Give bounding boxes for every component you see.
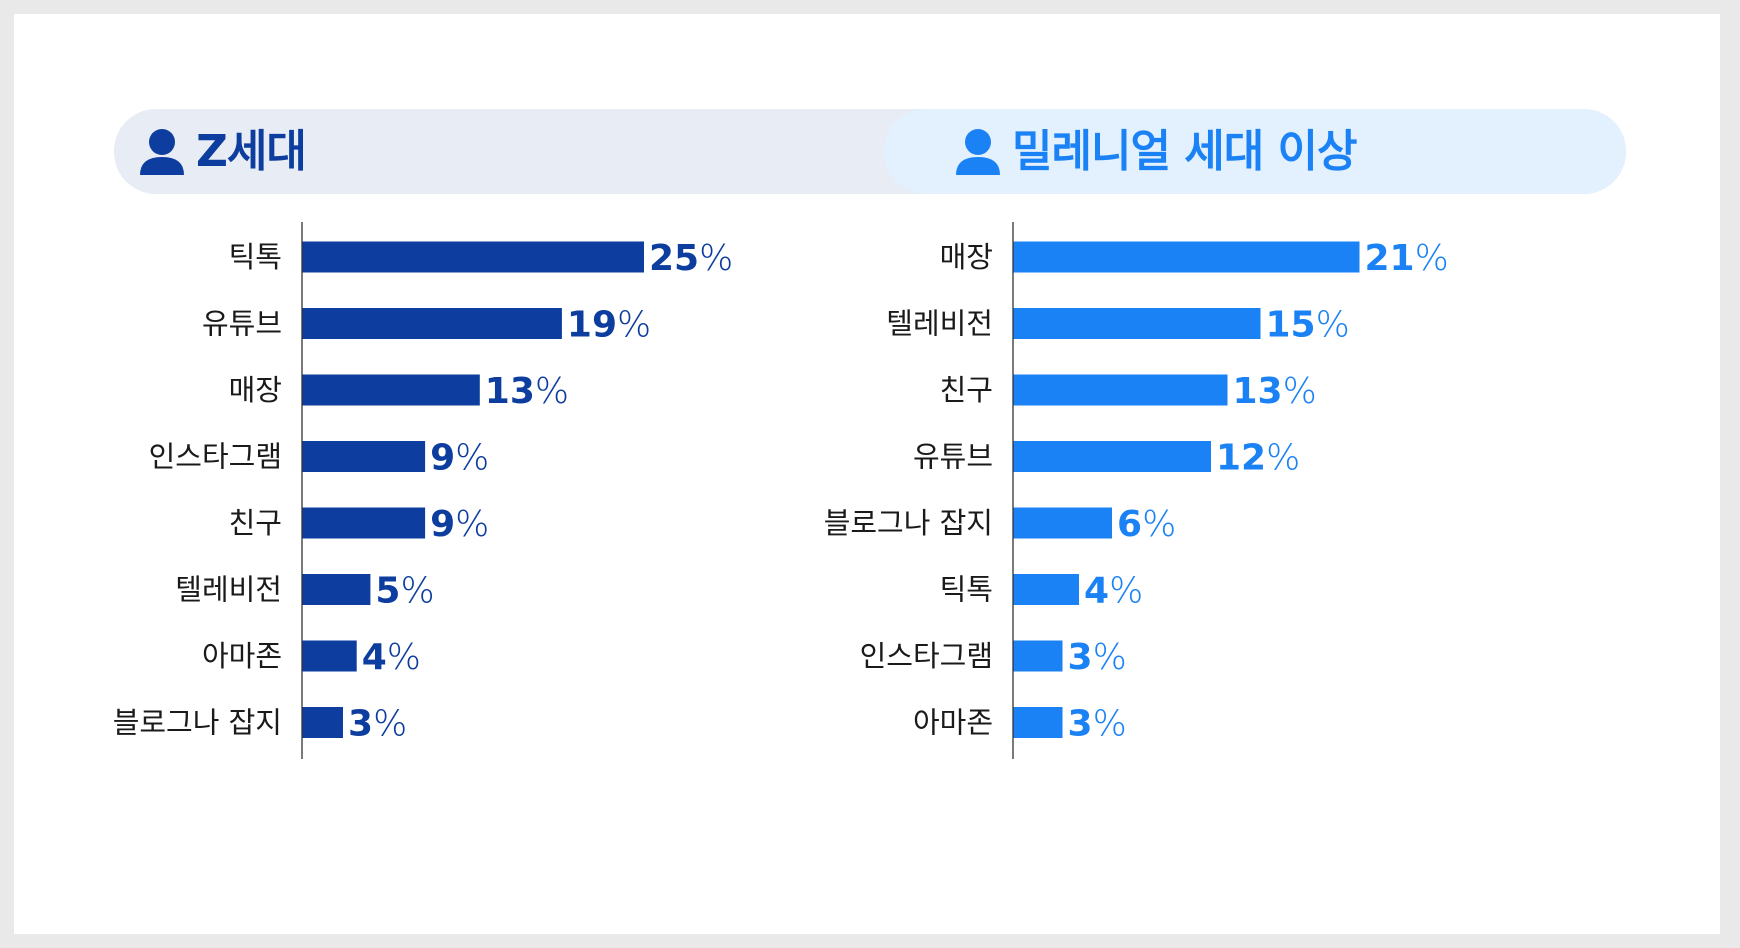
zgen-value-label: 19% xyxy=(567,305,651,346)
millennial-category-label: 인스타그램 xyxy=(860,639,993,673)
zgen-bar xyxy=(302,574,371,605)
millennial-title: 밀레니얼 세대 이상 xyxy=(1012,125,1357,177)
zgen-bar xyxy=(302,241,644,273)
zgen-category-label: 아마존 xyxy=(202,639,282,673)
zgen-bar xyxy=(302,507,426,539)
zgen-value-label: 4% xyxy=(362,637,421,678)
zgen-bar xyxy=(302,441,426,472)
zgen-value-label: 13% xyxy=(485,371,569,412)
person-icon-head xyxy=(965,128,991,155)
millennial-value-label: 3% xyxy=(1068,637,1127,678)
millennial-header-background xyxy=(884,109,1626,194)
millennial-category-label: 매장 xyxy=(940,240,993,274)
millennial-category-label: 아마존 xyxy=(913,706,993,740)
millennial-value-label: 15% xyxy=(1266,305,1350,346)
millennial-value-label: 12% xyxy=(1216,438,1300,479)
zgen-bar xyxy=(302,640,357,672)
millennial-category-label: 블로그나 잡지 xyxy=(824,506,993,540)
zgen-value-label: 25% xyxy=(649,238,733,279)
zgen-value-label: 3% xyxy=(348,704,407,745)
zgen-category-label: 친구 xyxy=(229,506,282,540)
millennial-value-label: 4% xyxy=(1084,571,1143,612)
millennial-bar xyxy=(1013,640,1063,672)
zgen-value-label: 5% xyxy=(375,571,434,612)
millennial-bar xyxy=(1013,308,1261,339)
person-icon-body xyxy=(140,156,184,175)
millennial-value-label: 6% xyxy=(1117,504,1176,545)
millennial-value-label: 13% xyxy=(1233,371,1317,412)
millennial-bar xyxy=(1013,707,1063,738)
zgen-category-label: 인스타그램 xyxy=(149,440,282,474)
millennial-bar xyxy=(1013,574,1079,605)
chart-card: Z세대 밀레니얼 세대 이상 틱톡 25% 유튜브 19% 매장 13% 인스타그램 9% 친구… xyxy=(14,14,1720,934)
millennial-category-label: 틱톡 xyxy=(940,573,993,607)
zgen-header: Z세대 xyxy=(138,109,307,194)
person-icon xyxy=(140,128,184,175)
zgen-category-label: 텔레비전 xyxy=(175,573,282,607)
millennial-bar-chart: 매장 21% 텔레비전 15% 친구 13% 유튜브 12% 블로그나 잡지 6% 틱톡 4% 인스타그… xyxy=(824,222,1449,759)
millennial-value-label: 3% xyxy=(1068,704,1127,745)
zgen-category-label: 유튜브 xyxy=(202,307,282,341)
zgen-value-label: 9% xyxy=(430,438,489,479)
millennial-value-label: 21% xyxy=(1365,238,1449,279)
zgen-title: Z세대 xyxy=(196,125,307,177)
millennial-bar xyxy=(1013,441,1211,472)
millennial-category-label: 텔레비전 xyxy=(886,307,993,341)
zgen-bar xyxy=(302,374,480,406)
zgen-value-label: 9% xyxy=(430,504,489,545)
zgen-category-label: 블로그나 잡지 xyxy=(113,706,282,740)
millennial-category-label: 친구 xyxy=(940,373,993,407)
millennial-bar xyxy=(1013,507,1112,539)
millennial-header: 밀레니얼 세대 이상 xyxy=(954,109,1357,194)
bar-charts: 틱톡 25% 유튜브 19% 매장 13% 인스타그램 9% 친구 9% 텔레비전 5% 아마존 4% 블로… xyxy=(113,222,1449,759)
zgen-bar xyxy=(302,308,562,339)
millennial-bar xyxy=(1013,374,1228,406)
person-icon-body xyxy=(956,156,1000,175)
zgen-category-label: 틱톡 xyxy=(229,240,282,274)
millennial-bar xyxy=(1013,241,1360,273)
person-icon-head xyxy=(149,128,175,155)
zgen-bar xyxy=(302,707,343,738)
person-icon xyxy=(956,128,1000,175)
millennial-category-label: 유튜브 xyxy=(913,440,993,474)
zgen-bar-chart: 틱톡 25% 유튜브 19% 매장 13% 인스타그램 9% 친구 9% 텔레비전 5% 아마존 4% 블로… xyxy=(113,222,733,759)
group-header-bar: Z세대 밀레니얼 세대 이상 xyxy=(114,109,1626,194)
zgen-category-label: 매장 xyxy=(229,373,282,407)
